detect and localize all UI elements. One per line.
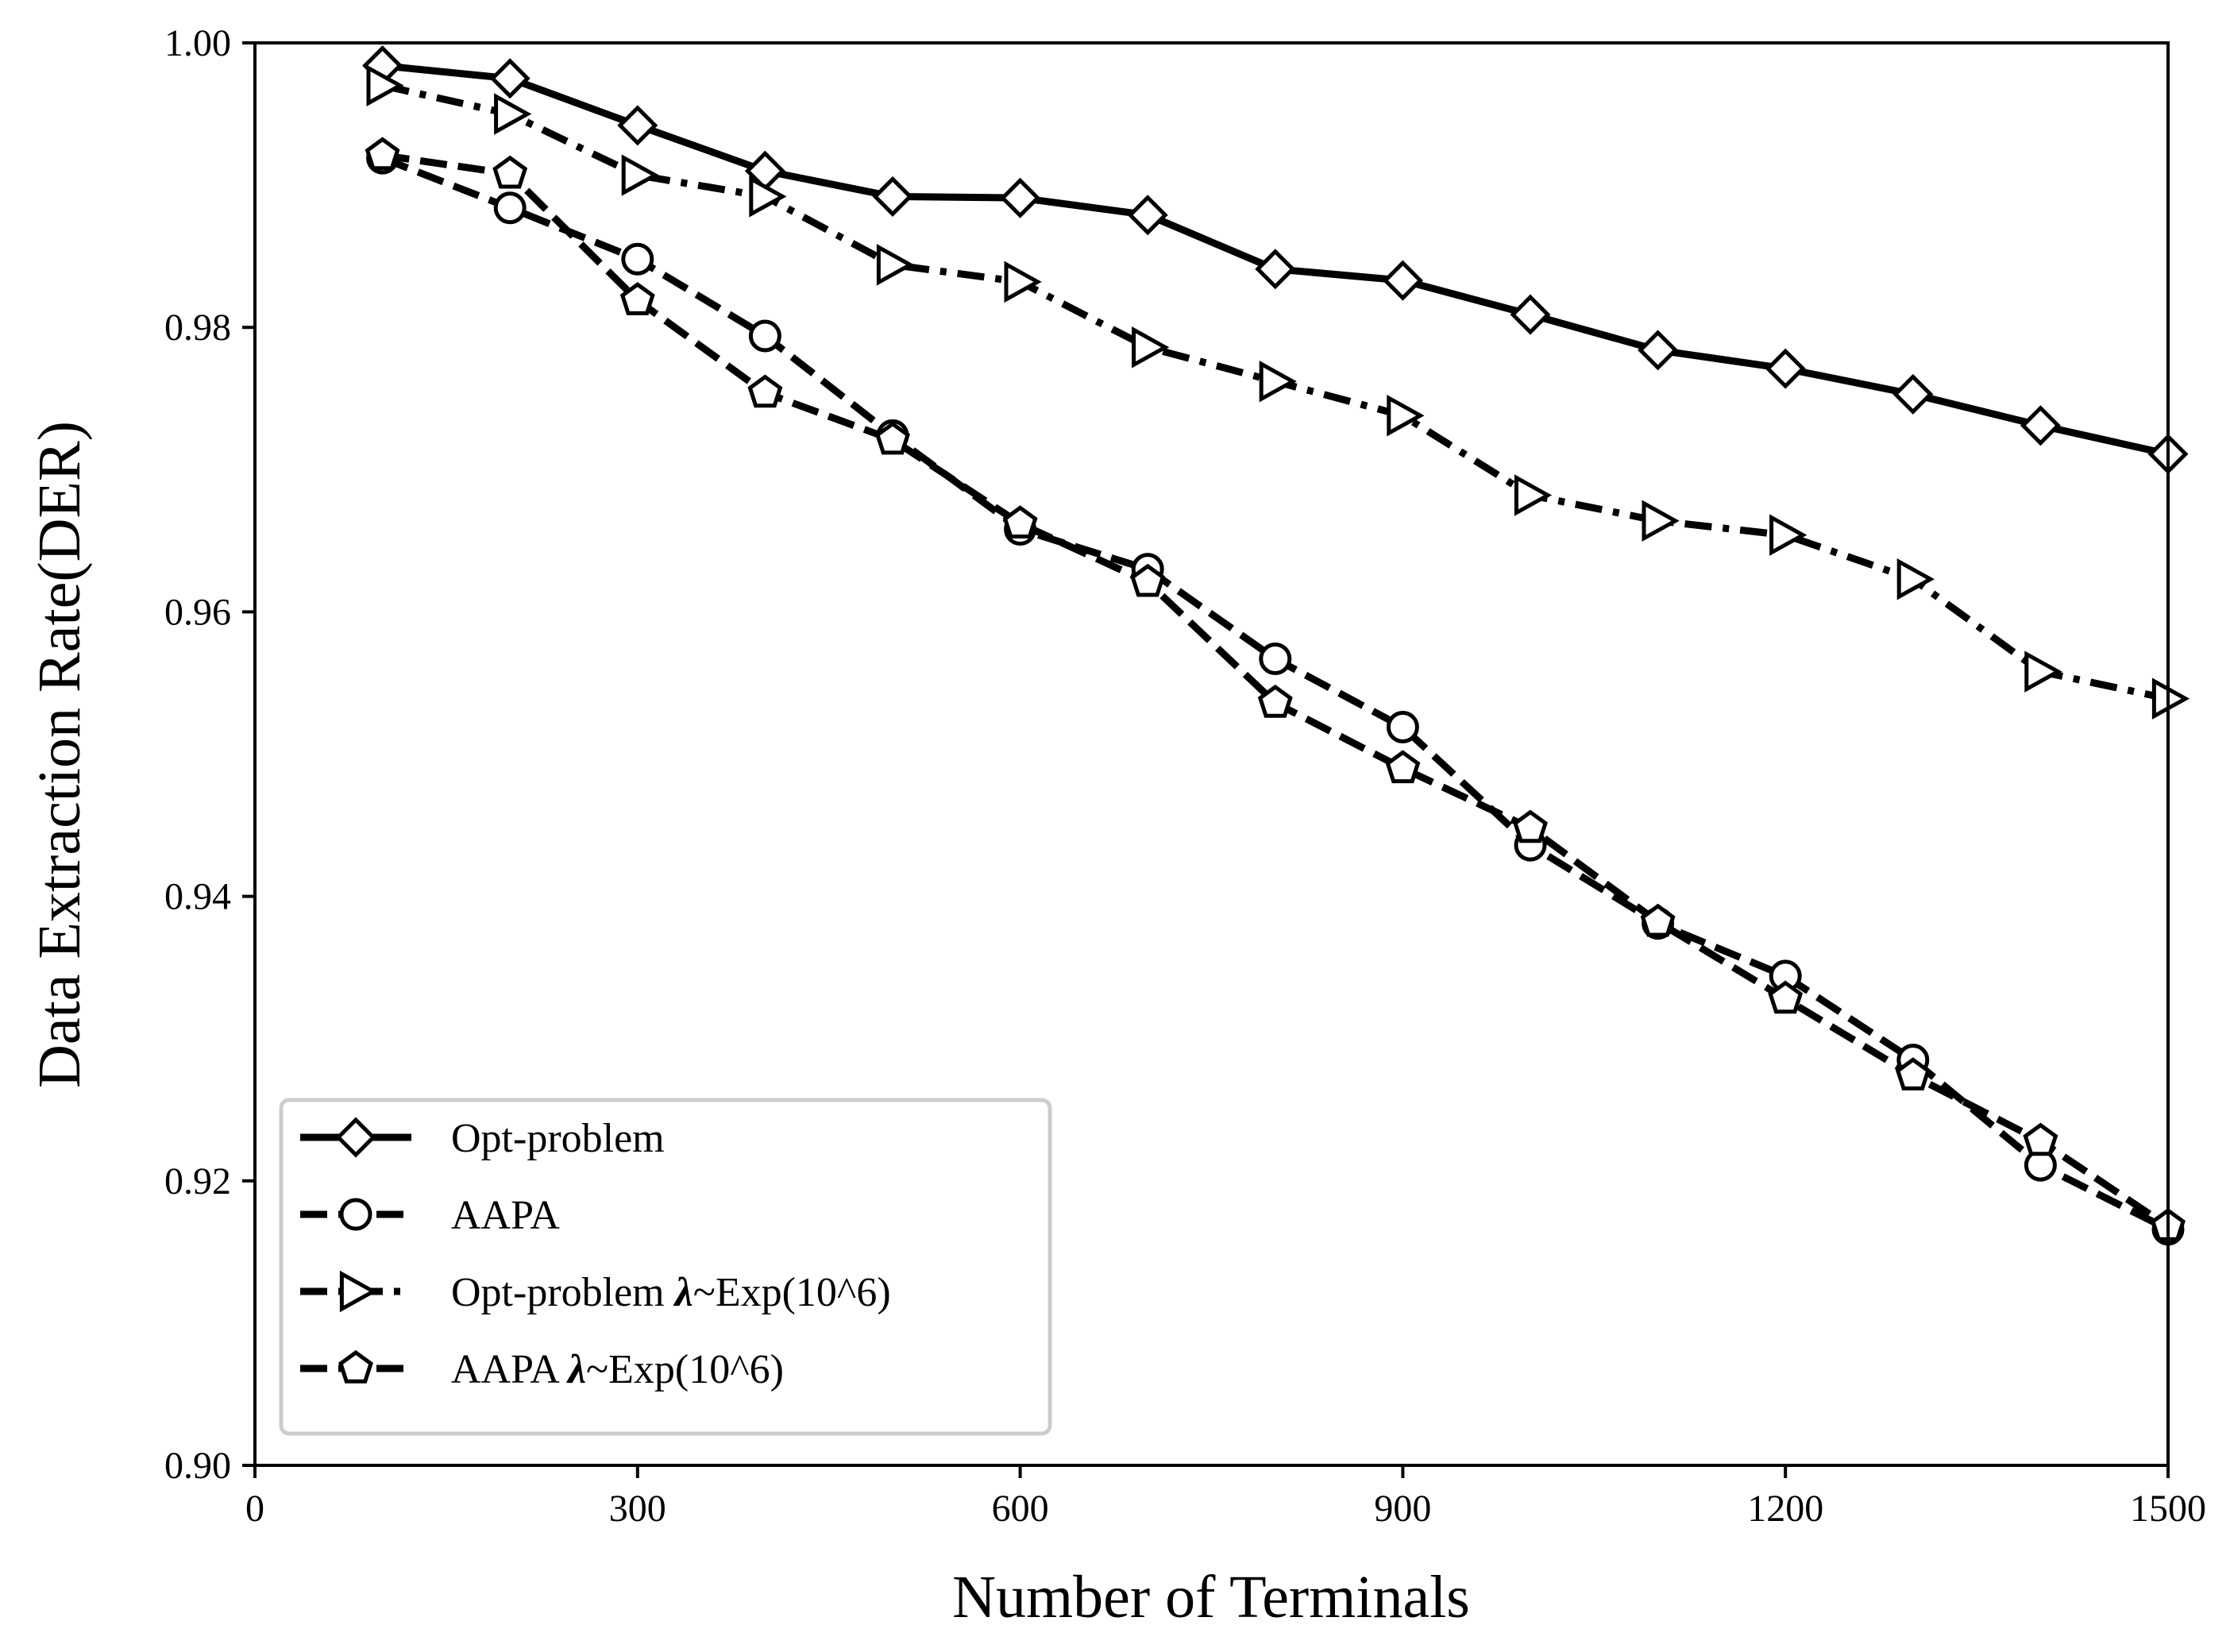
x-tick-label: 300: [609, 1488, 666, 1530]
data-point: [1255, 249, 1296, 290]
data-point: [1895, 1057, 1931, 1090]
axes-frame: [253, 41, 2170, 1467]
data-point: [1382, 260, 1423, 301]
data-point: [619, 282, 655, 315]
legend-label: AAPA λ~Exp(10^6): [451, 1347, 784, 1392]
data-point: [492, 155, 528, 189]
y-axis-ticks: 0.90 0.92 0.94 0.96 0.98 1.00: [164, 22, 255, 1487]
data-point: [1642, 500, 1680, 542]
data-point: [1257, 684, 1293, 718]
legend-label: AAPA: [451, 1193, 560, 1238]
legend-label-lambda: λ: [673, 1270, 693, 1315]
legend-entry: AAPA: [300, 1193, 560, 1238]
data-point: [1765, 348, 1806, 389]
legend-label-tail: ~Exp(10^6): [586, 1347, 784, 1392]
x-tick-label: 1500: [2130, 1488, 2206, 1530]
x-axis-title: Number of Terminals: [952, 1564, 1470, 1631]
legend-label-main: AAPA: [451, 1193, 560, 1238]
data-point: [1768, 980, 1804, 1014]
legend-label-main: AAPA: [451, 1347, 568, 1392]
data-point: [493, 191, 527, 225]
x-tick-label: 0: [245, 1488, 264, 1530]
data-point: [1002, 505, 1038, 538]
data-point: [1769, 514, 1808, 556]
data-point: [1127, 195, 1168, 236]
legend-label-main: Opt-problem: [451, 1270, 675, 1315]
legend-label-main: Opt-problem: [451, 1116, 665, 1161]
data-point: [1640, 903, 1676, 937]
data-point: [1130, 563, 1166, 597]
x-tick-label: 900: [1374, 1488, 1431, 1530]
data-point: [1387, 394, 1425, 437]
data-point: [747, 374, 783, 408]
data-point: [2020, 405, 2061, 446]
data-point: [489, 58, 530, 99]
y-tick-label: 1.00: [164, 22, 231, 64]
x-axis-ticks: 0 300 600 900 1200 1500: [245, 1465, 2206, 1530]
series-2: [366, 64, 2190, 720]
legend-label: Opt-problem: [451, 1116, 665, 1161]
data-point: [749, 176, 787, 218]
data-point: [872, 176, 913, 217]
data-point: [366, 64, 404, 106]
data-point: [1638, 330, 1679, 371]
data-point: [1892, 373, 1934, 415]
y-tick-label: 0.96: [164, 591, 231, 633]
legend-label: Opt-problem λ~Exp(10^6): [451, 1270, 891, 1315]
legend-entry: Opt-problem λ~Exp(10^6): [300, 1270, 891, 1315]
data-point: [1510, 294, 1551, 335]
data-point: [1259, 643, 1292, 676]
series-layer: [362, 45, 2190, 1246]
series-3: [365, 137, 2186, 1241]
data-point: [1259, 361, 1297, 403]
legend-marker: [338, 1349, 373, 1384]
data-point: [875, 421, 910, 455]
data-point: [2024, 650, 2062, 693]
data-point: [748, 319, 781, 353]
data-point: [621, 242, 654, 276]
data-point: [1000, 177, 1041, 218]
data-point: [365, 137, 400, 171]
y-tick-label: 0.90: [164, 1445, 231, 1487]
y-tick-label: 0.92: [164, 1160, 231, 1202]
data-point: [1514, 474, 1553, 516]
y-axis-title: Data Extraction Rate(DER): [26, 421, 93, 1088]
data-point: [2151, 677, 2190, 720]
legend-label-lambda: λ: [566, 1347, 586, 1392]
legend-entry: AAPA λ~Exp(10^6): [300, 1347, 784, 1392]
data-point: [876, 244, 915, 286]
data-point: [1386, 710, 1419, 743]
x-tick-label: 1200: [1747, 1488, 1823, 1530]
legend-frame: [279, 1098, 1052, 1436]
data-point: [1896, 558, 1935, 600]
legend-entry: Opt-problem: [300, 1116, 665, 1161]
data-point: [1132, 326, 1170, 369]
data-point: [1513, 809, 1548, 843]
legend-marker: [339, 1270, 378, 1313]
x-tick-label: 600: [992, 1488, 1049, 1530]
y-tick-label: 0.98: [164, 307, 231, 349]
data-point: [2023, 1122, 2058, 1156]
data-point: [1004, 261, 1042, 303]
data-point: [1385, 750, 1421, 784]
data-point: [621, 154, 659, 196]
legend-marker: [339, 1198, 372, 1231]
data-point: [494, 93, 532, 135]
data-point: [617, 105, 658, 146]
legend-marker: [335, 1117, 376, 1158]
plot-area: [362, 45, 2190, 1246]
legend-label-tail: ~Exp(10^6): [693, 1270, 891, 1315]
y-tick-label: 0.94: [164, 876, 231, 918]
